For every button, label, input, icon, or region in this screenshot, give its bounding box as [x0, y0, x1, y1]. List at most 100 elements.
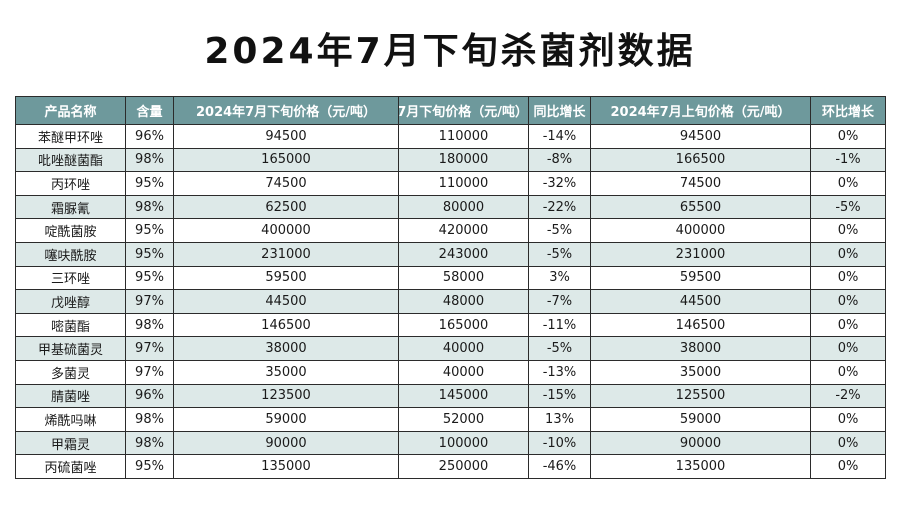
cell-price-late-july-2023: 52000 — [398, 407, 529, 432]
cell-price-early-july-2024: 94500 — [590, 124, 811, 149]
cell-product-name: 甲霜灵 — [15, 430, 126, 456]
cell-yoy-growth: -5% — [528, 241, 591, 267]
cell-mom-growth: 0% — [810, 430, 886, 456]
cell-content: 98% — [125, 407, 174, 432]
cell-price-late-july-2023: 40000 — [398, 336, 529, 361]
cell-price-early-july-2024: 231000 — [590, 241, 811, 267]
cell-price-early-july-2024: 59500 — [590, 265, 811, 291]
cell-price-late-july-2024: 90000 — [173, 430, 399, 456]
table-row: 吡唑醚菌酯 98% 165000 180000 -8% 166500 -1% — [15, 147, 886, 173]
cell-price-early-july-2024: 35000 — [590, 359, 811, 385]
price-table-container: 产品名称 含量 2024年7月下旬价格（元/吨） 2023年7月下旬价格（元/吨… — [15, 96, 886, 479]
cell-yoy-growth: -22% — [528, 194, 591, 220]
table-row: 戊唑醇 97% 44500 48000 -7% 44500 0% — [15, 289, 886, 314]
table-row: 腈菌唑 96% 123500 145000 -15% 125500 -2% — [15, 383, 886, 409]
cell-mom-growth: 0% — [810, 407, 886, 432]
cell-content: 98% — [125, 194, 174, 220]
cell-mom-growth: 0% — [810, 171, 886, 196]
table-row: 噻呋酰胺 95% 231000 243000 -5% 231000 0% — [15, 241, 886, 267]
cell-product-name: 苯醚甲环唑 — [15, 124, 126, 149]
cell-yoy-growth: -10% — [528, 430, 591, 456]
cell-content: 98% — [125, 430, 174, 456]
cell-price-late-july-2023: 250000 — [398, 454, 529, 479]
cell-yoy-growth: 13% — [528, 407, 591, 432]
table-row: 啶酰菌胺 95% 400000 420000 -5% 400000 0% — [15, 218, 886, 243]
cell-price-early-july-2024: 59000 — [590, 407, 811, 432]
cell-price-early-july-2024: 135000 — [590, 454, 811, 479]
table-row: 苯醚甲环唑 96% 94500 110000 -14% 94500 0% — [15, 124, 886, 149]
table-body: 苯醚甲环唑 96% 94500 110000 -14% 94500 0% 吡唑醚菌酯 98% 16… — [15, 124, 886, 479]
cell-mom-growth: 0% — [810, 218, 886, 243]
cell-price-late-july-2024: 59500 — [173, 265, 399, 291]
table-row: 多菌灵 97% 35000 40000 -13% 35000 0% — [15, 359, 886, 385]
cell-product-name: 噻呋酰胺 — [15, 241, 126, 267]
header-price-late-july-2024: 2024年7月下旬价格（元/吨） — [173, 96, 399, 125]
header-product-name: 产品名称 — [15, 96, 126, 125]
cell-price-late-july-2023: 165000 — [398, 312, 529, 338]
cell-content: 95% — [125, 241, 174, 267]
cell-price-late-july-2023: 180000 — [398, 147, 529, 173]
cell-yoy-growth: -46% — [528, 454, 591, 479]
header-content: 含量 — [125, 96, 174, 125]
cell-mom-growth: 0% — [810, 312, 886, 338]
cell-price-late-july-2023: 243000 — [398, 241, 529, 267]
cell-product-name: 啶酰菌胺 — [15, 218, 126, 243]
cell-content: 97% — [125, 359, 174, 385]
cell-yoy-growth: -13% — [528, 359, 591, 385]
cell-yoy-growth: -5% — [528, 218, 591, 243]
cell-content: 95% — [125, 454, 174, 479]
cell-price-late-july-2024: 44500 — [173, 289, 399, 314]
cell-yoy-growth: -8% — [528, 147, 591, 173]
cell-mom-growth: 0% — [810, 336, 886, 361]
cell-price-late-july-2023: 40000 — [398, 359, 529, 385]
cell-price-late-july-2023: 145000 — [398, 383, 529, 409]
cell-price-early-july-2024: 90000 — [590, 430, 811, 456]
cell-price-late-july-2024: 135000 — [173, 454, 399, 479]
cell-product-name: 甲基硫菌灵 — [15, 336, 126, 361]
header-yoy-growth: 同比增长 — [528, 96, 591, 125]
cell-price-early-july-2024: 125500 — [590, 383, 811, 409]
cell-price-early-july-2024: 166500 — [590, 147, 811, 173]
cell-price-early-july-2024: 65500 — [590, 194, 811, 220]
cell-price-late-july-2023: 80000 — [398, 194, 529, 220]
cell-mom-growth: -1% — [810, 147, 886, 173]
cell-content: 98% — [125, 312, 174, 338]
cell-price-early-july-2024: 44500 — [590, 289, 811, 314]
cell-yoy-growth: -14% — [528, 124, 591, 149]
table-row: 三环唑 95% 59500 58000 3% 59500 0% — [15, 265, 886, 291]
cell-mom-growth: 0% — [810, 454, 886, 479]
table-row: 嘧菌酯 98% 146500 165000 -11% 146500 0% — [15, 312, 886, 338]
cell-mom-growth: 0% — [810, 359, 886, 385]
header-price-early-july-2024: 2024年7月上旬价格（元/吨） — [590, 96, 811, 125]
cell-price-late-july-2024: 38000 — [173, 336, 399, 361]
cell-product-name: 吡唑醚菌酯 — [15, 147, 126, 173]
cell-mom-growth: 0% — [810, 124, 886, 149]
cell-yoy-growth: 3% — [528, 265, 591, 291]
cell-content: 97% — [125, 336, 174, 361]
header-mom-growth: 环比增长 — [810, 96, 886, 125]
cell-content: 95% — [125, 218, 174, 243]
cell-product-name: 丙硫菌唑 — [15, 454, 126, 479]
cell-content: 96% — [125, 124, 174, 149]
cell-price-early-july-2024: 74500 — [590, 171, 811, 196]
table-row: 丙环唑 95% 74500 110000 -32% 74500 0% — [15, 171, 886, 196]
cell-product-name: 嘧菌酯 — [15, 312, 126, 338]
header-price-late-july-2023: 2023年7月下旬价格（元/吨） — [398, 96, 529, 125]
cell-price-late-july-2024: 400000 — [173, 218, 399, 243]
cell-content: 95% — [125, 265, 174, 291]
cell-product-name: 霜脲氰 — [15, 194, 126, 220]
cell-yoy-growth: -32% — [528, 171, 591, 196]
cell-price-early-july-2024: 38000 — [590, 336, 811, 361]
cell-price-late-july-2024: 165000 — [173, 147, 399, 173]
cell-price-late-july-2024: 62500 — [173, 194, 399, 220]
table-row: 丙硫菌唑 95% 135000 250000 -46% 135000 0% — [15, 454, 886, 479]
cell-price-late-july-2024: 146500 — [173, 312, 399, 338]
cell-price-late-july-2024: 94500 — [173, 124, 399, 149]
cell-product-name: 三环唑 — [15, 265, 126, 291]
cell-price-early-july-2024: 400000 — [590, 218, 811, 243]
cell-price-late-july-2024: 74500 — [173, 171, 399, 196]
cell-price-late-july-2023: 110000 — [398, 171, 529, 196]
page-title: 2024年7月下旬杀菌剂数据 — [204, 31, 696, 72]
cell-content: 96% — [125, 383, 174, 409]
cell-mom-growth: -5% — [810, 194, 886, 220]
